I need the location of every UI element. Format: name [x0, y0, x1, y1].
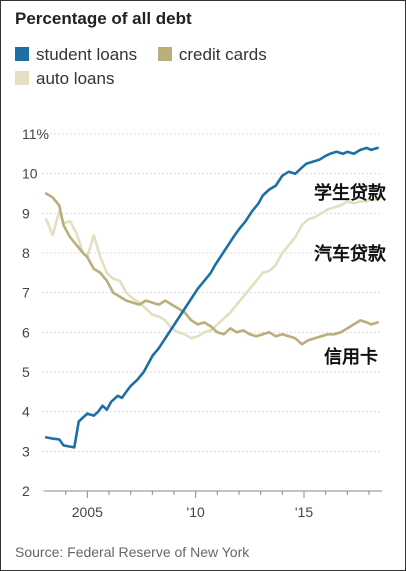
y-tick-label: 8	[22, 245, 30, 261]
legend: student loans credit cards auto loans	[15, 43, 395, 91]
series-line-credit-cards	[44, 192, 380, 346]
y-tick-label: 6	[22, 324, 30, 340]
y-tick-label: 11%	[22, 126, 49, 142]
x-axis: 2005 '10 '15	[44, 490, 382, 520]
legend-item-student-loans: student loans	[15, 43, 137, 67]
x-tick-label: '10	[187, 504, 205, 520]
y-tick-label: 3	[22, 443, 30, 459]
legend-label-student-loans: student loans	[36, 45, 138, 64]
legend-label-auto-loans: auto loans	[36, 69, 115, 88]
legend-label-credit-cards: credit cards	[178, 45, 267, 64]
y-tick-label: 4	[22, 404, 30, 420]
legend-item-auto-loans: auto loans	[15, 67, 114, 91]
series-line-student-loans	[44, 146, 380, 449]
annotation-auto-loans: 汽车贷款	[314, 243, 387, 265]
annotation-student-loans: 学生贷款	[314, 182, 387, 204]
annotations: 学生贷款 汽车贷款 信用卡	[314, 182, 387, 368]
y-tick-label: 9	[22, 205, 30, 221]
legend-item-credit-cards: credit cards	[157, 43, 267, 67]
y-tick-label: 7	[22, 285, 30, 301]
source-note: Source: Federal Reserve of New York	[15, 544, 250, 560]
x-tick-label: 2005	[72, 504, 103, 520]
x-tick-label: '15	[295, 504, 313, 520]
y-tick-label: 5	[22, 364, 30, 380]
y-tick-label: 10	[22, 166, 38, 182]
series-line-auto-loans	[44, 198, 380, 340]
y-tick-label: 2	[22, 483, 30, 499]
legend-swatch-credit-cards	[157, 47, 172, 61]
legend-swatch-auto-loans	[15, 71, 29, 85]
legend-swatch-student-loans	[15, 47, 29, 61]
y-tick-labels: 2 3 4 5 6 7 8 9 10 11%	[22, 126, 49, 499]
series-lines	[44, 146, 380, 449]
annotation-credit-cards: 信用卡	[324, 346, 378, 368]
chart-title: Percentage of all debt	[15, 9, 192, 28]
